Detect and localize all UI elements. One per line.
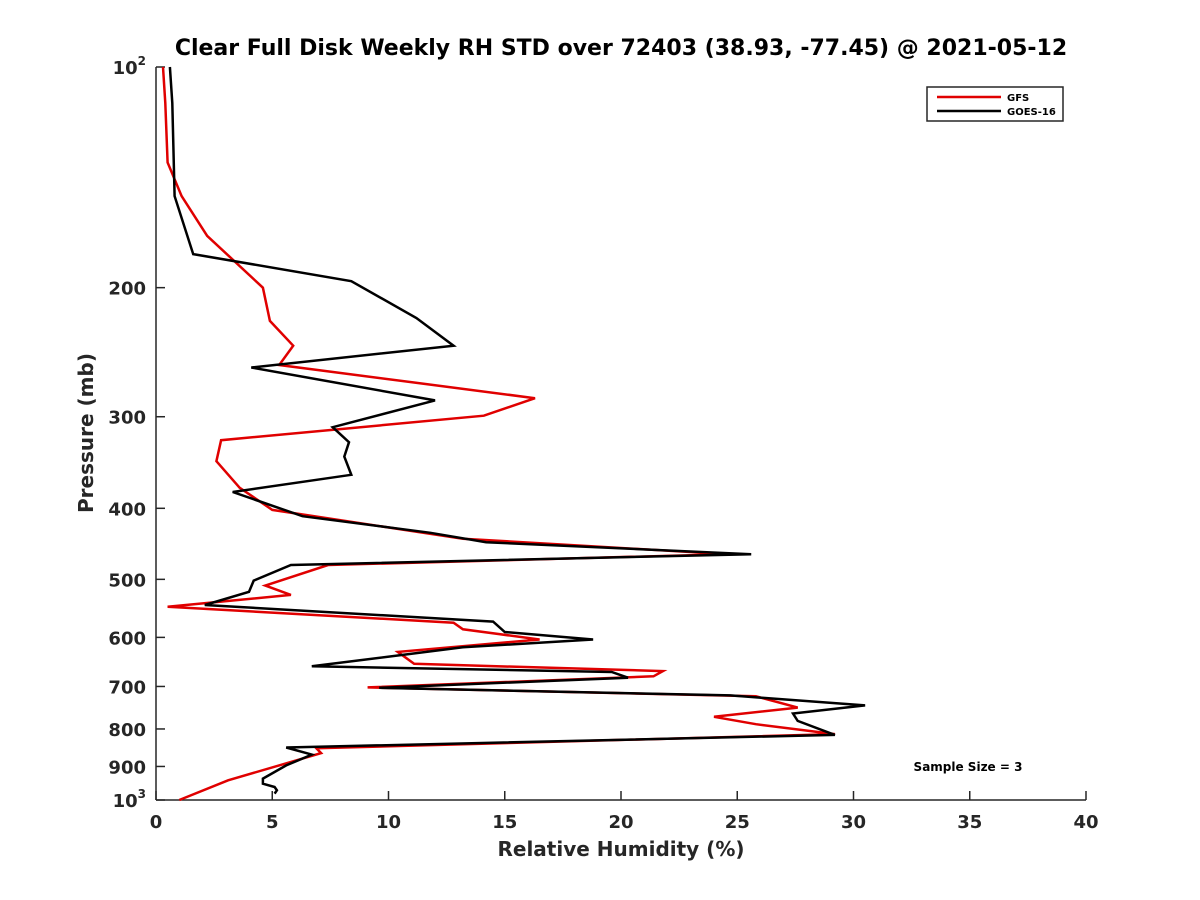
x-tick-label: 25: [725, 812, 750, 833]
series-line-gfs: [161, 66, 836, 802]
legend-box: [926, 86, 1064, 122]
y-tick-label: 200: [108, 279, 146, 300]
x-tick-label: 15: [492, 812, 517, 833]
y-tick-label: 102: [113, 54, 146, 79]
y-tick-label: 300: [108, 408, 146, 429]
y-tick-label: 600: [108, 628, 146, 649]
y-tick-label: 700: [108, 677, 146, 698]
plot-area: 0 5 10 15 20 25 30 35 40 102 200 300 400 500 600 700 800…: [108, 54, 1098, 833]
x-axis-label: Relative Humidity (%): [497, 837, 744, 861]
sample-size-annotation: Sample Size = 3: [914, 760, 1023, 774]
legend-label-gfs: GFS: [1007, 93, 1029, 104]
y-tick-label: 500: [108, 570, 146, 591]
x-tick-label: 10: [376, 812, 401, 833]
x-tick-label: 35: [957, 812, 982, 833]
x-tick-label: 0: [150, 812, 163, 833]
series-line-goes-16: [168, 66, 866, 795]
x-tick-label: 30: [841, 812, 866, 833]
x-tick-label: 40: [1073, 812, 1098, 833]
x-tick-label: 20: [608, 812, 633, 833]
y-tick-label: 900: [108, 757, 146, 778]
x-tick-label: 5: [266, 812, 279, 833]
legend-label-goes-16: GOES-16: [1007, 107, 1056, 118]
y-tick-label: 103: [113, 787, 146, 812]
chart-title: Clear Full Disk Weekly RH STD over 72403…: [175, 36, 1067, 61]
y-tick-label: 800: [108, 720, 146, 741]
legend: GFS GOES-16: [926, 86, 1064, 122]
y-tick-label: 400: [108, 499, 146, 520]
y-axis-label: Pressure (mb): [74, 353, 98, 513]
